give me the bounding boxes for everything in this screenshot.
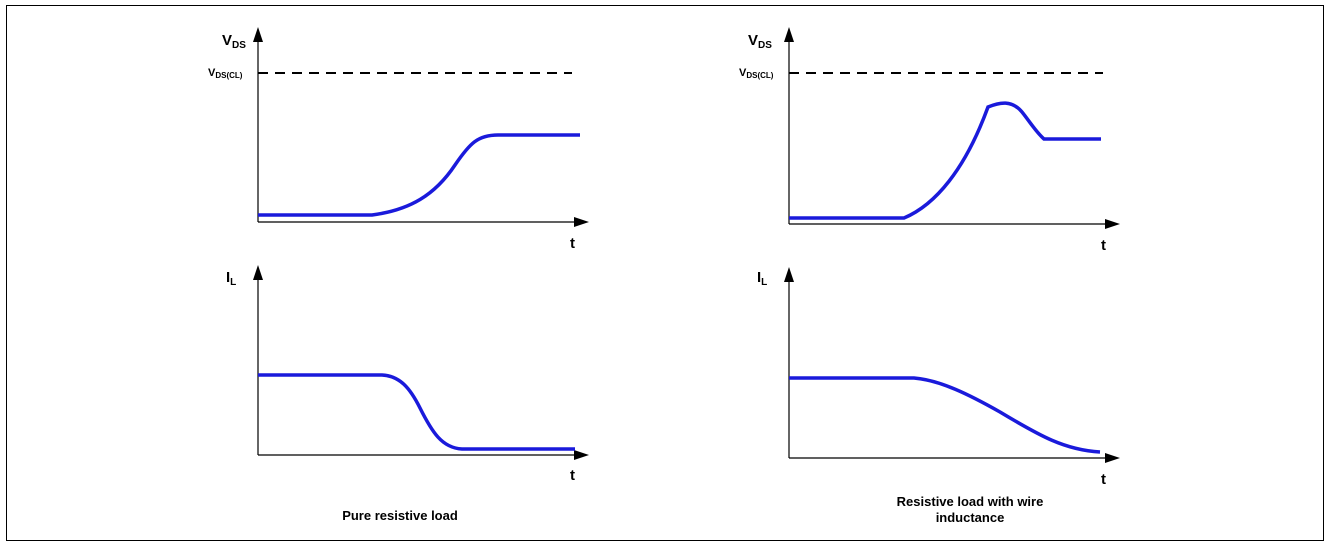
right-caption-line2: inductance: [935, 510, 1005, 525]
left-bottom-y-label: IL: [226, 269, 236, 288]
left-top-vds-waveform: [258, 133, 580, 217]
right-bottom-il-waveform: [789, 376, 1101, 454]
left-top-x-label: t: [570, 235, 575, 252]
left-top-panel: VDS VDS(CL) t: [208, 27, 589, 252]
right-top-x-arrow: [1105, 219, 1120, 229]
left-bottom-y-arrow: [253, 265, 263, 280]
right-caption-line1: Resistive load with wire: [896, 494, 1044, 509]
right-top-y-arrow: [784, 27, 794, 42]
right-top-x-label: t: [1101, 237, 1106, 254]
right-top-vds-waveform: [789, 101, 1101, 220]
left-top-x-arrow: [574, 217, 589, 227]
left-bottom-x-label: t: [570, 467, 575, 484]
left-bottom-x-arrow: [574, 450, 589, 460]
left-caption: Pure resistive load: [342, 508, 458, 523]
right-bottom-y-arrow: [784, 267, 794, 282]
left-top-y-label: VDS: [222, 32, 246, 51]
right-caption: Resistive load with wire inductance: [850, 494, 1090, 526]
left-bottom-panel: IL t: [226, 265, 589, 484]
right-bottom-x-label: t: [1101, 471, 1106, 488]
left-top-y-arrow: [253, 27, 263, 42]
left-top-ref-label: VDS(CL): [208, 67, 243, 80]
left-bottom-il-waveform: [258, 373, 575, 451]
right-top-y-label: VDS: [748, 32, 772, 51]
right-top-ref-label: VDS(CL): [739, 67, 774, 80]
right-bottom-panel: IL t: [757, 267, 1120, 488]
right-bottom-x-arrow: [1105, 453, 1120, 463]
right-top-panel: VDS VDS(CL) t: [739, 27, 1120, 254]
figure-frame: [6, 5, 1324, 541]
right-bottom-y-label: IL: [757, 269, 767, 288]
